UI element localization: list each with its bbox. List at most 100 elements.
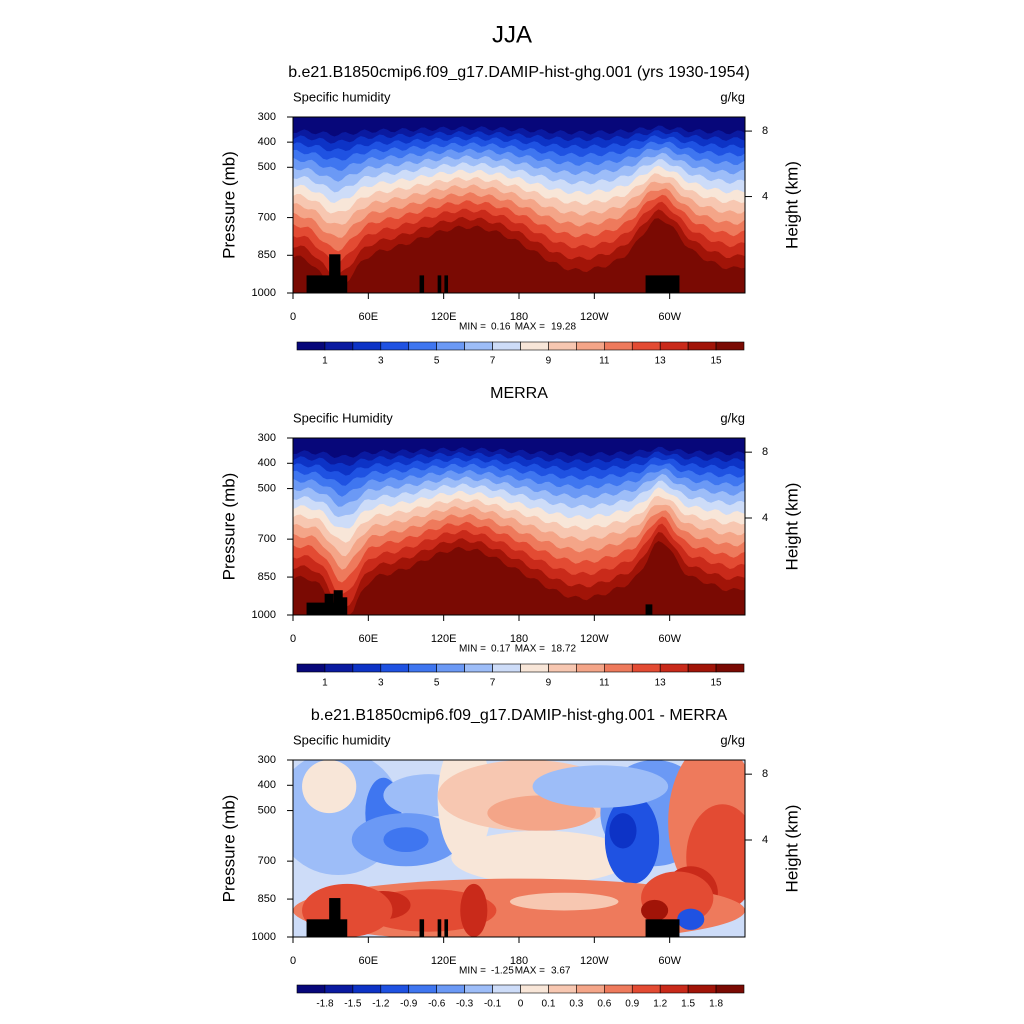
colorbar-box xyxy=(576,663,605,673)
terrain xyxy=(329,254,341,293)
units-label: g/kg xyxy=(720,89,745,104)
colorbar-label: 5 xyxy=(434,356,440,367)
y2-tick-label: 4 xyxy=(762,190,768,202)
colorbar-label: 11 xyxy=(599,356,610,367)
colorbar-box xyxy=(380,984,410,994)
field xyxy=(293,117,745,293)
y-tick-label: 300 xyxy=(258,432,276,444)
colorbar-label: 1 xyxy=(322,678,328,689)
colorbar-label: -1.8 xyxy=(316,999,334,1010)
y-tick-label: 400 xyxy=(258,457,276,469)
colorbar-box xyxy=(715,341,745,351)
colorbar-box xyxy=(324,663,354,673)
x-tick-label: 0 xyxy=(290,955,296,967)
colorbar-box xyxy=(324,984,354,994)
colorbar-box xyxy=(464,341,493,351)
colorbar-box xyxy=(324,341,354,351)
y2-tick-label: 8 xyxy=(762,446,768,458)
colorbar-box xyxy=(604,341,633,351)
y-tick-label: 850 xyxy=(258,249,276,261)
terrain xyxy=(324,593,334,615)
colorbar-box xyxy=(659,663,689,673)
colorbar-label: 1.8 xyxy=(709,999,723,1010)
field xyxy=(293,760,745,937)
x-tick-label: 0 xyxy=(290,311,296,323)
colorbar-box xyxy=(576,984,605,994)
colorbar-box xyxy=(464,663,493,673)
y-tick-label: 1000 xyxy=(252,287,276,299)
colorbar-box xyxy=(687,663,717,673)
x-tick-label: 120E xyxy=(431,633,457,645)
min-label: MIN = xyxy=(459,322,486,333)
terrain xyxy=(306,919,348,937)
colorbar-label: 1.5 xyxy=(681,999,695,1010)
colorbar-label: 11 xyxy=(599,678,610,689)
contour-band xyxy=(293,438,745,458)
colorbar-label: 13 xyxy=(655,678,667,689)
contour-blob xyxy=(383,827,429,853)
y2-tick-label: 4 xyxy=(762,512,768,524)
y2-axis-label: Height (km) xyxy=(782,483,801,571)
x-tick-label: 60E xyxy=(359,311,379,323)
colorbar-box xyxy=(296,663,326,673)
min-value: -1.25 xyxy=(491,966,514,977)
colorbar-box xyxy=(548,341,577,351)
x-tick-label: 60E xyxy=(359,633,379,645)
colorbar-label: -0.3 xyxy=(456,999,474,1010)
colorbar-label: -1.2 xyxy=(372,999,390,1010)
field xyxy=(293,438,745,615)
contour-band xyxy=(293,117,745,137)
x-tick-label: 120W xyxy=(580,633,609,645)
min-value: 0.16 xyxy=(491,322,511,333)
panel-title: b.e21.B1850cmip6.f09_g17.DAMIP-hist-ghg.… xyxy=(288,64,750,81)
colorbar-box xyxy=(352,341,382,351)
y2-tick-label: 8 xyxy=(762,768,768,780)
colorbar-label: -1.5 xyxy=(344,999,362,1010)
min-label: MIN = xyxy=(459,644,486,655)
y-axis-label: Pressure (mb) xyxy=(219,795,238,903)
contour-blob xyxy=(509,892,619,911)
terrain xyxy=(444,275,449,293)
y-tick-label: 300 xyxy=(258,754,276,766)
colorbar-box xyxy=(352,984,382,994)
colorbar-label: 5 xyxy=(434,678,440,689)
y-tick-label: 850 xyxy=(258,571,276,583)
x-tick-label: 60W xyxy=(658,633,681,645)
y-tick-label: 700 xyxy=(258,855,276,867)
colorbar-box xyxy=(659,341,689,351)
colorbar-box xyxy=(631,984,661,994)
max-label: MAX = xyxy=(515,322,545,333)
colorbar-label: 1.2 xyxy=(653,999,667,1010)
variable-label: Specific humidity xyxy=(293,89,391,104)
contour-blob xyxy=(451,830,632,884)
y-tick-label: 400 xyxy=(258,779,276,791)
y-tick-label: 400 xyxy=(258,136,276,148)
colorbar-label: 0 xyxy=(518,999,524,1010)
x-tick-label: 120W xyxy=(580,311,609,323)
units-label: g/kg xyxy=(720,732,745,747)
colorbar-label: -0.1 xyxy=(484,999,502,1010)
y-tick-label: 850 xyxy=(258,893,276,905)
colorbar-box xyxy=(520,984,549,994)
colorbar-label: -0.6 xyxy=(428,999,446,1010)
variable-label: Specific Humidity xyxy=(293,410,393,425)
x-tick-label: 180 xyxy=(510,633,528,645)
y-tick-label: 700 xyxy=(258,533,276,545)
colorbar-label: 0.9 xyxy=(625,999,639,1010)
x-tick-label: 0 xyxy=(290,633,296,645)
min-value: 0.17 xyxy=(491,644,511,655)
x-tick-label: 60W xyxy=(658,955,681,967)
panel-title: b.e21.B1850cmip6.f09_g17.DAMIP-hist-ghg.… xyxy=(311,707,728,724)
colorbar-box xyxy=(492,984,521,994)
x-tick-label: 180 xyxy=(510,311,528,323)
y-tick-label: 300 xyxy=(258,111,276,123)
y-tick-label: 1000 xyxy=(252,931,276,943)
contour-blob xyxy=(641,899,669,922)
colorbar-box xyxy=(604,663,633,673)
colorbar-box xyxy=(408,984,437,994)
colorbar-label: 13 xyxy=(655,356,667,367)
min-label: MIN = xyxy=(459,966,486,977)
colorbar-box xyxy=(380,663,410,673)
colorbar-label: 3 xyxy=(378,678,384,689)
